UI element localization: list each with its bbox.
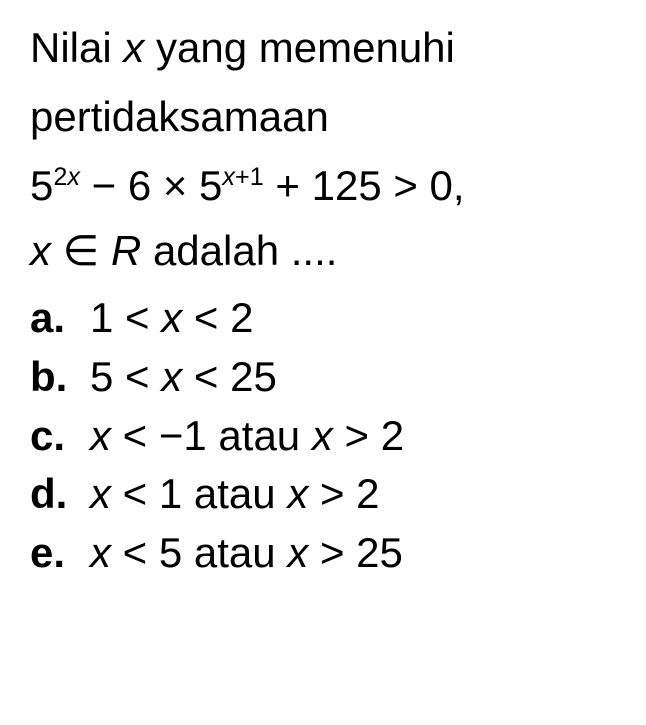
option-d: d. x < 1 atau x > 2: [30, 465, 616, 524]
option-label: e.: [30, 524, 90, 583]
options-container: a. 1 < x < 2 b. 5 < x < 25 c. x < −1 ata…: [30, 289, 616, 583]
mid: − 6 × 5: [80, 162, 222, 209]
option-content: x < −1 atau x > 2: [90, 407, 404, 466]
option-b: b. 5 < x < 25: [30, 348, 616, 407]
base: 5: [30, 162, 53, 209]
text-part: yang memenuhi: [144, 24, 455, 71]
exponent-2: x+1: [222, 163, 263, 191]
condition-line: x ∈ R adalah ....: [30, 222, 616, 281]
option-a: a. 1 < x < 2: [30, 289, 616, 348]
element-of: ∈: [51, 227, 111, 274]
option-label: b.: [30, 348, 90, 407]
end: + 125 > 0,: [264, 162, 465, 209]
variable-x: x: [30, 227, 51, 274]
option-label: a.: [30, 289, 90, 348]
question-line-1: Nilai x yang memenuhi: [30, 20, 616, 77]
option-content: x < 1 atau x > 2: [90, 465, 380, 524]
option-content: 5 < x < 25: [90, 348, 277, 407]
option-label: c.: [30, 407, 90, 466]
option-content: x < 5 atau x > 25: [90, 524, 403, 583]
option-c: c. x < −1 atau x > 2: [30, 407, 616, 466]
option-content: 1 < x < 2: [90, 289, 253, 348]
exponent-1: 2x: [53, 163, 80, 191]
text-part: pertidaksamaan: [30, 93, 329, 140]
equation-line: 52x − 6 × 5x+1 + 125 > 0,: [30, 157, 616, 216]
variable-x: x: [123, 24, 144, 71]
text-part: adalah ....: [141, 227, 337, 274]
option-e: e. x < 5 atau x > 25: [30, 524, 616, 583]
option-label: d.: [30, 465, 90, 524]
question-line-2: pertidaksamaan: [30, 89, 616, 146]
text-part: Nilai: [30, 24, 123, 71]
set-r: R: [111, 227, 141, 274]
